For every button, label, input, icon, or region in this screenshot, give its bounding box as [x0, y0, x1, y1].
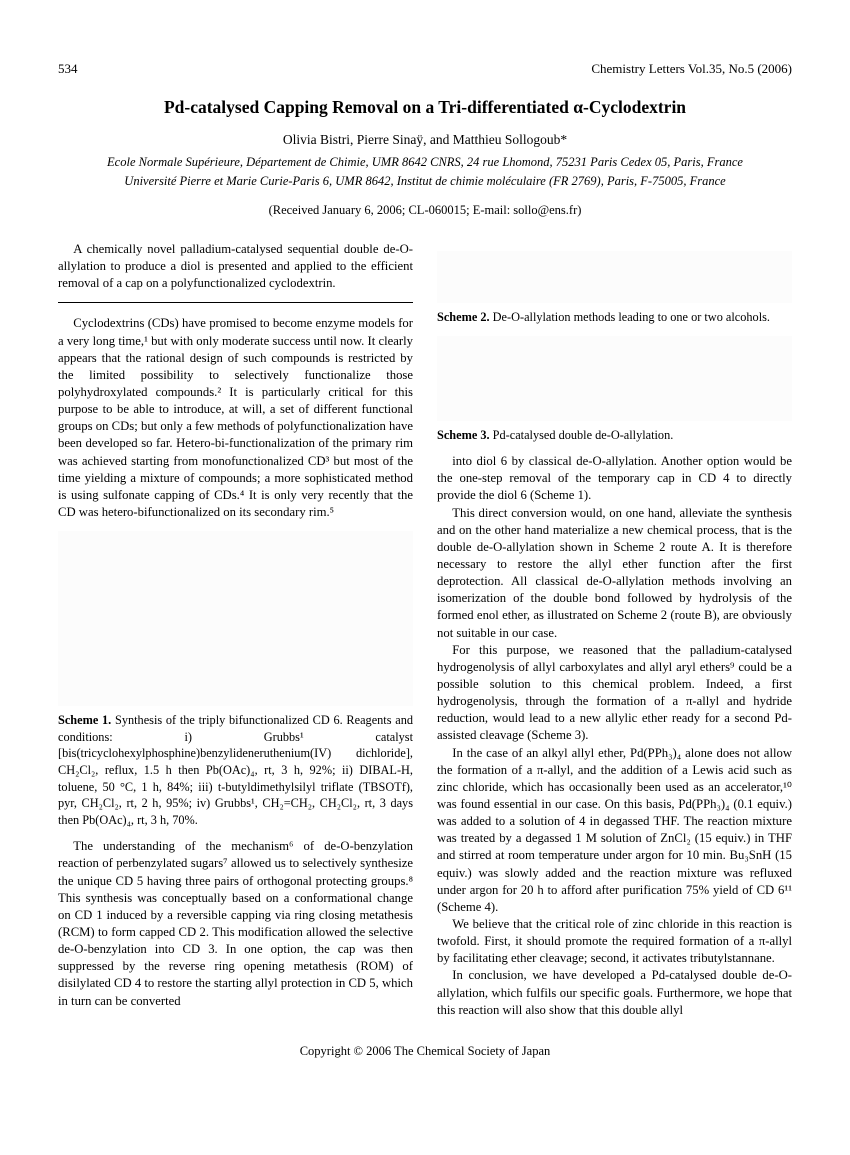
affiliation-2: Université Pierre et Marie Curie-Paris 6… — [58, 173, 792, 190]
paragraph-1: Cyclodextrins (CDs) have promised to bec… — [58, 315, 413, 521]
scheme-2-figure — [437, 251, 792, 303]
paragraph-7: We believe that the critical role of zin… — [437, 916, 792, 967]
journal-reference: Chemistry Letters Vol.35, No.5 (2006) — [591, 60, 792, 78]
scheme-2-label: Scheme 2. — [437, 310, 490, 324]
scheme-3-label: Scheme 3. — [437, 428, 490, 442]
page-header: 534 Chemistry Letters Vol.35, No.5 (2006… — [58, 60, 792, 78]
scheme-2-text: De-O-allylation methods leading to one o… — [490, 310, 770, 324]
scheme-3-text: Pd-catalysed double de-O-allylation. — [490, 428, 674, 442]
paragraph-4: This direct conversion would, on one han… — [437, 505, 792, 642]
affiliation-1: Ecole Normale Supérieure, Département de… — [58, 154, 792, 171]
scheme-1-caption: Scheme 1. Synthesis of the triply bifunc… — [58, 712, 413, 828]
abstract-divider — [58, 302, 413, 303]
scheme-1-text: Synthesis of the triply bifunctionalized… — [58, 713, 413, 827]
scheme-1-label: Scheme 1. — [58, 713, 111, 727]
paragraph-6: In the case of an alkyl allyl ether, Pd(… — [437, 745, 792, 916]
authors-line: Olivia Bistri, Pierre Sinaÿ, and Matthie… — [58, 131, 792, 149]
copyright-line: Copyright © 2006 The Chemical Society of… — [58, 1043, 792, 1060]
body-columns: A chemically novel palladium-catalysed s… — [58, 241, 792, 1019]
scheme-1-figure — [58, 531, 413, 706]
article-title: Pd-catalysed Capping Removal on a Tri-di… — [58, 96, 792, 120]
received-line: (Received January 6, 2006; CL-060015; E-… — [58, 202, 792, 219]
page-number: 534 — [58, 60, 78, 78]
scheme-2-caption: Scheme 2. De-O-allylation methods leadin… — [437, 309, 792, 326]
paragraph-3: into diol 6 by classical de-O-allylation… — [437, 453, 792, 504]
scheme-3-caption: Scheme 3. Pd-catalysed double de-O-allyl… — [437, 427, 792, 444]
paragraph-2: The understanding of the mechanism⁶ of d… — [58, 838, 413, 1009]
abstract: A chemically novel palladium-catalysed s… — [58, 241, 413, 292]
scheme-3-figure — [437, 336, 792, 421]
paragraph-5: For this purpose, we reasoned that the p… — [437, 642, 792, 745]
paragraph-8: In conclusion, we have developed a Pd-ca… — [437, 967, 792, 1018]
